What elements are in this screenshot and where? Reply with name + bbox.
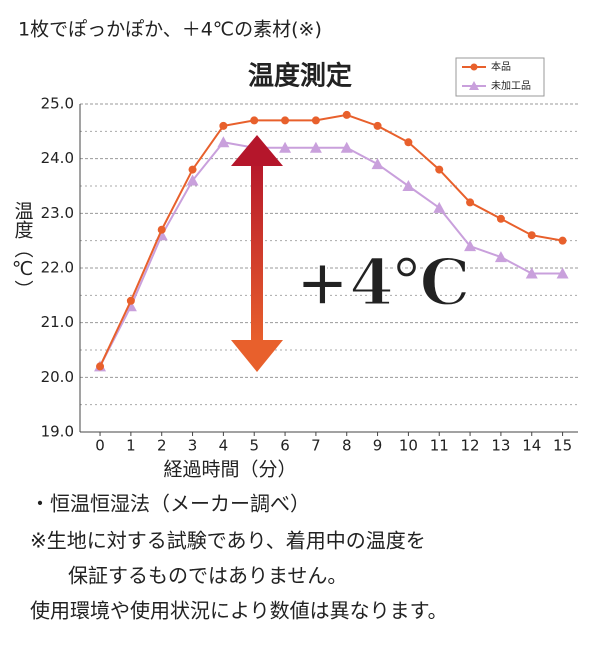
- y-tick-label: 20.0: [41, 368, 74, 386]
- point: [342, 110, 351, 119]
- point: [309, 141, 322, 153]
- point: [464, 240, 477, 252]
- point: [494, 251, 507, 263]
- point: [435, 165, 444, 174]
- point: [219, 121, 228, 130]
- x-tick-label: 10: [399, 437, 418, 455]
- y-tick-label: 23.0: [41, 204, 74, 222]
- note: 保証するものではありません。: [68, 564, 347, 588]
- note: ・恒温恒湿法（メーカー調べ）: [30, 492, 310, 516]
- point: [96, 362, 105, 371]
- x-tick-label: 2: [157, 437, 167, 455]
- line: [99, 113, 563, 367]
- y-tick-label: 25.0: [41, 95, 74, 113]
- arrow: [231, 135, 283, 372]
- point: [157, 225, 166, 234]
- point: [527, 231, 536, 240]
- x-tick-label: 9: [373, 437, 383, 455]
- legend-label: 未加工品: [491, 80, 531, 92]
- note: ※生地に対する試験であり、着用中の温度を: [30, 529, 426, 553]
- x-tick-label: 8: [342, 437, 352, 455]
- header: 1枚でぽっかぽか、＋4℃の素材(※): [18, 19, 322, 41]
- point: [556, 267, 569, 279]
- y-tick-label: 21.0: [41, 313, 74, 331]
- y-axis-label: 温度（℃）: [12, 201, 34, 299]
- point: [558, 236, 567, 245]
- point: [340, 141, 353, 153]
- point: [311, 116, 320, 125]
- y-tick-label: 24.0: [41, 149, 74, 167]
- point: [371, 158, 384, 170]
- point: [217, 136, 230, 148]
- x-tick-label: 11: [430, 437, 449, 455]
- legend-label: 本品: [491, 60, 511, 73]
- x-tick-label: 1: [126, 437, 136, 455]
- point: [279, 141, 292, 153]
- point: [402, 180, 415, 191]
- x-tick-label: 14: [522, 437, 541, 455]
- point: [373, 121, 382, 130]
- legend-marker: [469, 81, 479, 90]
- point: [433, 201, 446, 213]
- point: [126, 296, 135, 305]
- note: 使用環境や使用状況により数値は異なります。: [30, 599, 448, 623]
- point: [281, 116, 290, 125]
- annotation: +4℃: [296, 246, 471, 321]
- y-tick-label: 22.0: [41, 259, 74, 277]
- x-tick-label: 12: [461, 437, 480, 455]
- line: [99, 141, 563, 367]
- point: [525, 267, 538, 279]
- x-tick-label: 13: [491, 437, 510, 455]
- x-tick-label: 5: [249, 437, 259, 455]
- y-tick-label: 19.0: [41, 423, 74, 441]
- x-tick-label: 7: [311, 437, 321, 455]
- point: [250, 116, 259, 125]
- point: [186, 174, 199, 186]
- x-axis-label: 経過時間（分）: [163, 459, 296, 481]
- x-tick-label: 0: [95, 437, 105, 455]
- x-tick-label: 15: [553, 437, 572, 455]
- point: [404, 138, 413, 147]
- x-tick-label: 4: [219, 437, 229, 455]
- chart-title: 温度測定: [248, 61, 352, 92]
- point: [188, 165, 197, 174]
- point: [466, 198, 475, 207]
- legend-marker: [470, 63, 478, 71]
- point: [496, 214, 505, 223]
- x-tick-label: 3: [188, 437, 198, 455]
- x-tick-label: 6: [280, 437, 290, 455]
